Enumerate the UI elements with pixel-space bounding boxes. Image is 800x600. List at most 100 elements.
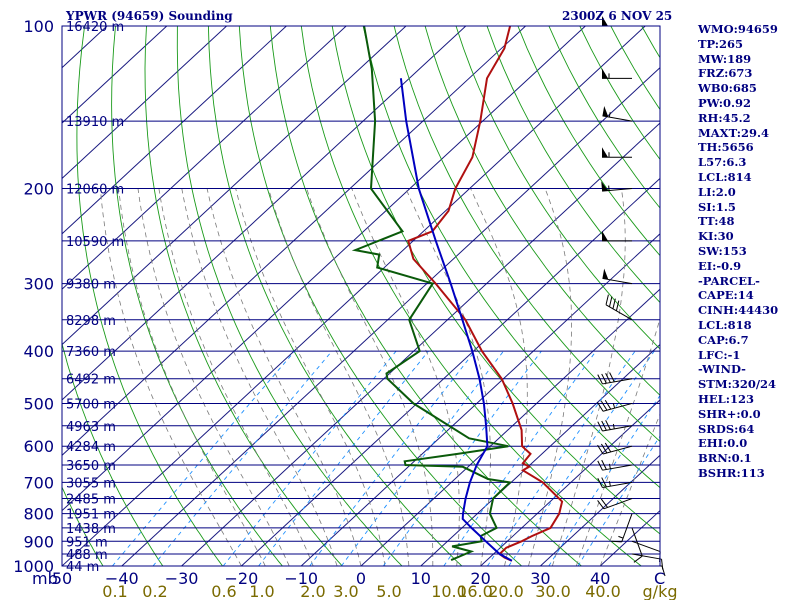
index-item: PW:0.92 [698, 95, 752, 110]
pressure-tick-label: 400 [23, 342, 54, 361]
index-item: SI:1.5 [698, 199, 736, 214]
wind-barb-flag [608, 296, 613, 307]
height-label: 13910 m [66, 115, 124, 130]
height-label: 1951 m [66, 508, 116, 523]
index-item: MAXT:29.4 [698, 125, 769, 140]
dry-adiabat-line [331, 26, 660, 535]
index-item: WB0:685 [698, 81, 757, 96]
height-label: 3055 m [66, 476, 116, 491]
mixing-ratio-label: 0.2 [142, 582, 167, 600]
moist-adiabat-line [528, 188, 572, 566]
height-label: 488 m [66, 548, 108, 563]
temperature-tick-label: 20 [470, 569, 490, 588]
isotherm-line [62, 26, 467, 401]
wind-barb-flag [597, 500, 605, 510]
mixing-ratio-label: 30.0 [535, 582, 571, 600]
index-item: TH:5656 [698, 140, 754, 155]
wind-barb-pennant [602, 230, 608, 241]
index-item: TT:48 [698, 214, 735, 229]
wind-barb [602, 268, 633, 285]
isotherm-line [420, 343, 660, 566]
isotherm-line [480, 399, 660, 566]
wind-barb-flag [597, 460, 603, 471]
wind-barb [602, 68, 632, 79]
isotherm-line [241, 177, 660, 566]
mixing-ratio-line [508, 350, 655, 566]
wind-barb-staff [621, 513, 633, 543]
temperature-tick-label: −40 [105, 569, 139, 588]
wind-barb [597, 459, 633, 471]
mixing-ratio-label: g/kg [643, 582, 678, 600]
wind-barb [631, 553, 664, 570]
wind-barb [597, 420, 633, 432]
height-label: 6492 m [66, 373, 116, 388]
wind-barb-flag [633, 555, 643, 563]
temperature-trace [407, 26, 564, 562]
station-title: YPWR (94659) Sounding [65, 9, 233, 23]
wind-barb-pennant [602, 68, 608, 79]
wind-barb-half-flag [608, 463, 611, 469]
height-label: 4963 m [66, 420, 116, 435]
wind-barb-staff [602, 445, 633, 455]
wind-barb-flag [600, 498, 608, 508]
mixing-ratio-label: 5.0 [376, 582, 401, 600]
isotherm-line [62, 26, 586, 512]
index-item: RH:45.2 [698, 110, 751, 125]
wind-barb-flag [604, 399, 612, 410]
wind-barb-flag [605, 294, 609, 305]
moist-adiabat-line [158, 188, 314, 566]
wind-barb-flag [597, 374, 603, 385]
wind-barb-staff [602, 115, 633, 122]
height-label: 7360 m [66, 345, 116, 360]
height-label: 44 m [66, 560, 99, 575]
mixing-ratio-label: 1.0 [249, 582, 274, 600]
isotherm-line [62, 26, 168, 124]
mixing-ratio-label: 20.0 [488, 582, 524, 600]
wind-barb-flag [597, 421, 603, 432]
temperature-tick-label: −20 [225, 569, 259, 588]
pressure-tick-label: 900 [23, 532, 54, 551]
index-item: LFC:-1 [698, 347, 741, 362]
index-item: EI:-0.9 [698, 258, 742, 273]
moist-adiabat-line [552, 188, 626, 566]
index-item: LI:2.0 [698, 184, 736, 199]
isotherm-line [62, 26, 526, 456]
index-item: -WIND- [698, 362, 746, 377]
index-item: L57:6.3 [698, 155, 747, 170]
wind-barb-staff [602, 481, 633, 489]
mixing-ratio-label: 40.0 [585, 582, 621, 600]
wind-barb-staff [631, 553, 662, 560]
index-item: SHR+:0.0 [698, 406, 761, 421]
plot-frame [61, 25, 661, 567]
index-item: LCL:818 [698, 317, 752, 332]
thermodynamic-grid [62, 26, 660, 566]
wind-barb-pennant [602, 106, 609, 117]
index-item: SRDS:64 [698, 421, 755, 436]
wind-barb-flag [611, 540, 622, 543]
index-item: STM:320/24 [698, 377, 777, 392]
mixing-ratio-label: 10.0 [431, 582, 467, 600]
wind-barb-flag [601, 373, 607, 384]
wind-barb-half-flag [618, 535, 624, 539]
height-label: 4284 m [66, 440, 116, 455]
isotherm-line [62, 26, 646, 566]
index-item: HEL:123 [698, 391, 754, 406]
mixing-ratio-line [548, 394, 660, 566]
wind-barb [597, 477, 633, 489]
wind-barb-staff [602, 402, 633, 412]
temperature-tick-label: 30 [530, 569, 550, 588]
moist-adiabat-line [405, 188, 491, 566]
temperature-tick-label: −10 [284, 569, 318, 588]
height-label: 951 m [66, 535, 108, 550]
wind-barb-flag [612, 298, 616, 309]
mixing-ratio-line [258, 350, 429, 566]
wind-barb [597, 399, 633, 412]
wind-barb [597, 442, 633, 455]
index-item: LCL:814 [698, 169, 752, 184]
isotherm-line [300, 233, 660, 566]
pressure-tick-label: 200 [23, 180, 54, 199]
wind-barb-flag [615, 300, 620, 311]
wind-barb-flag [600, 401, 608, 411]
